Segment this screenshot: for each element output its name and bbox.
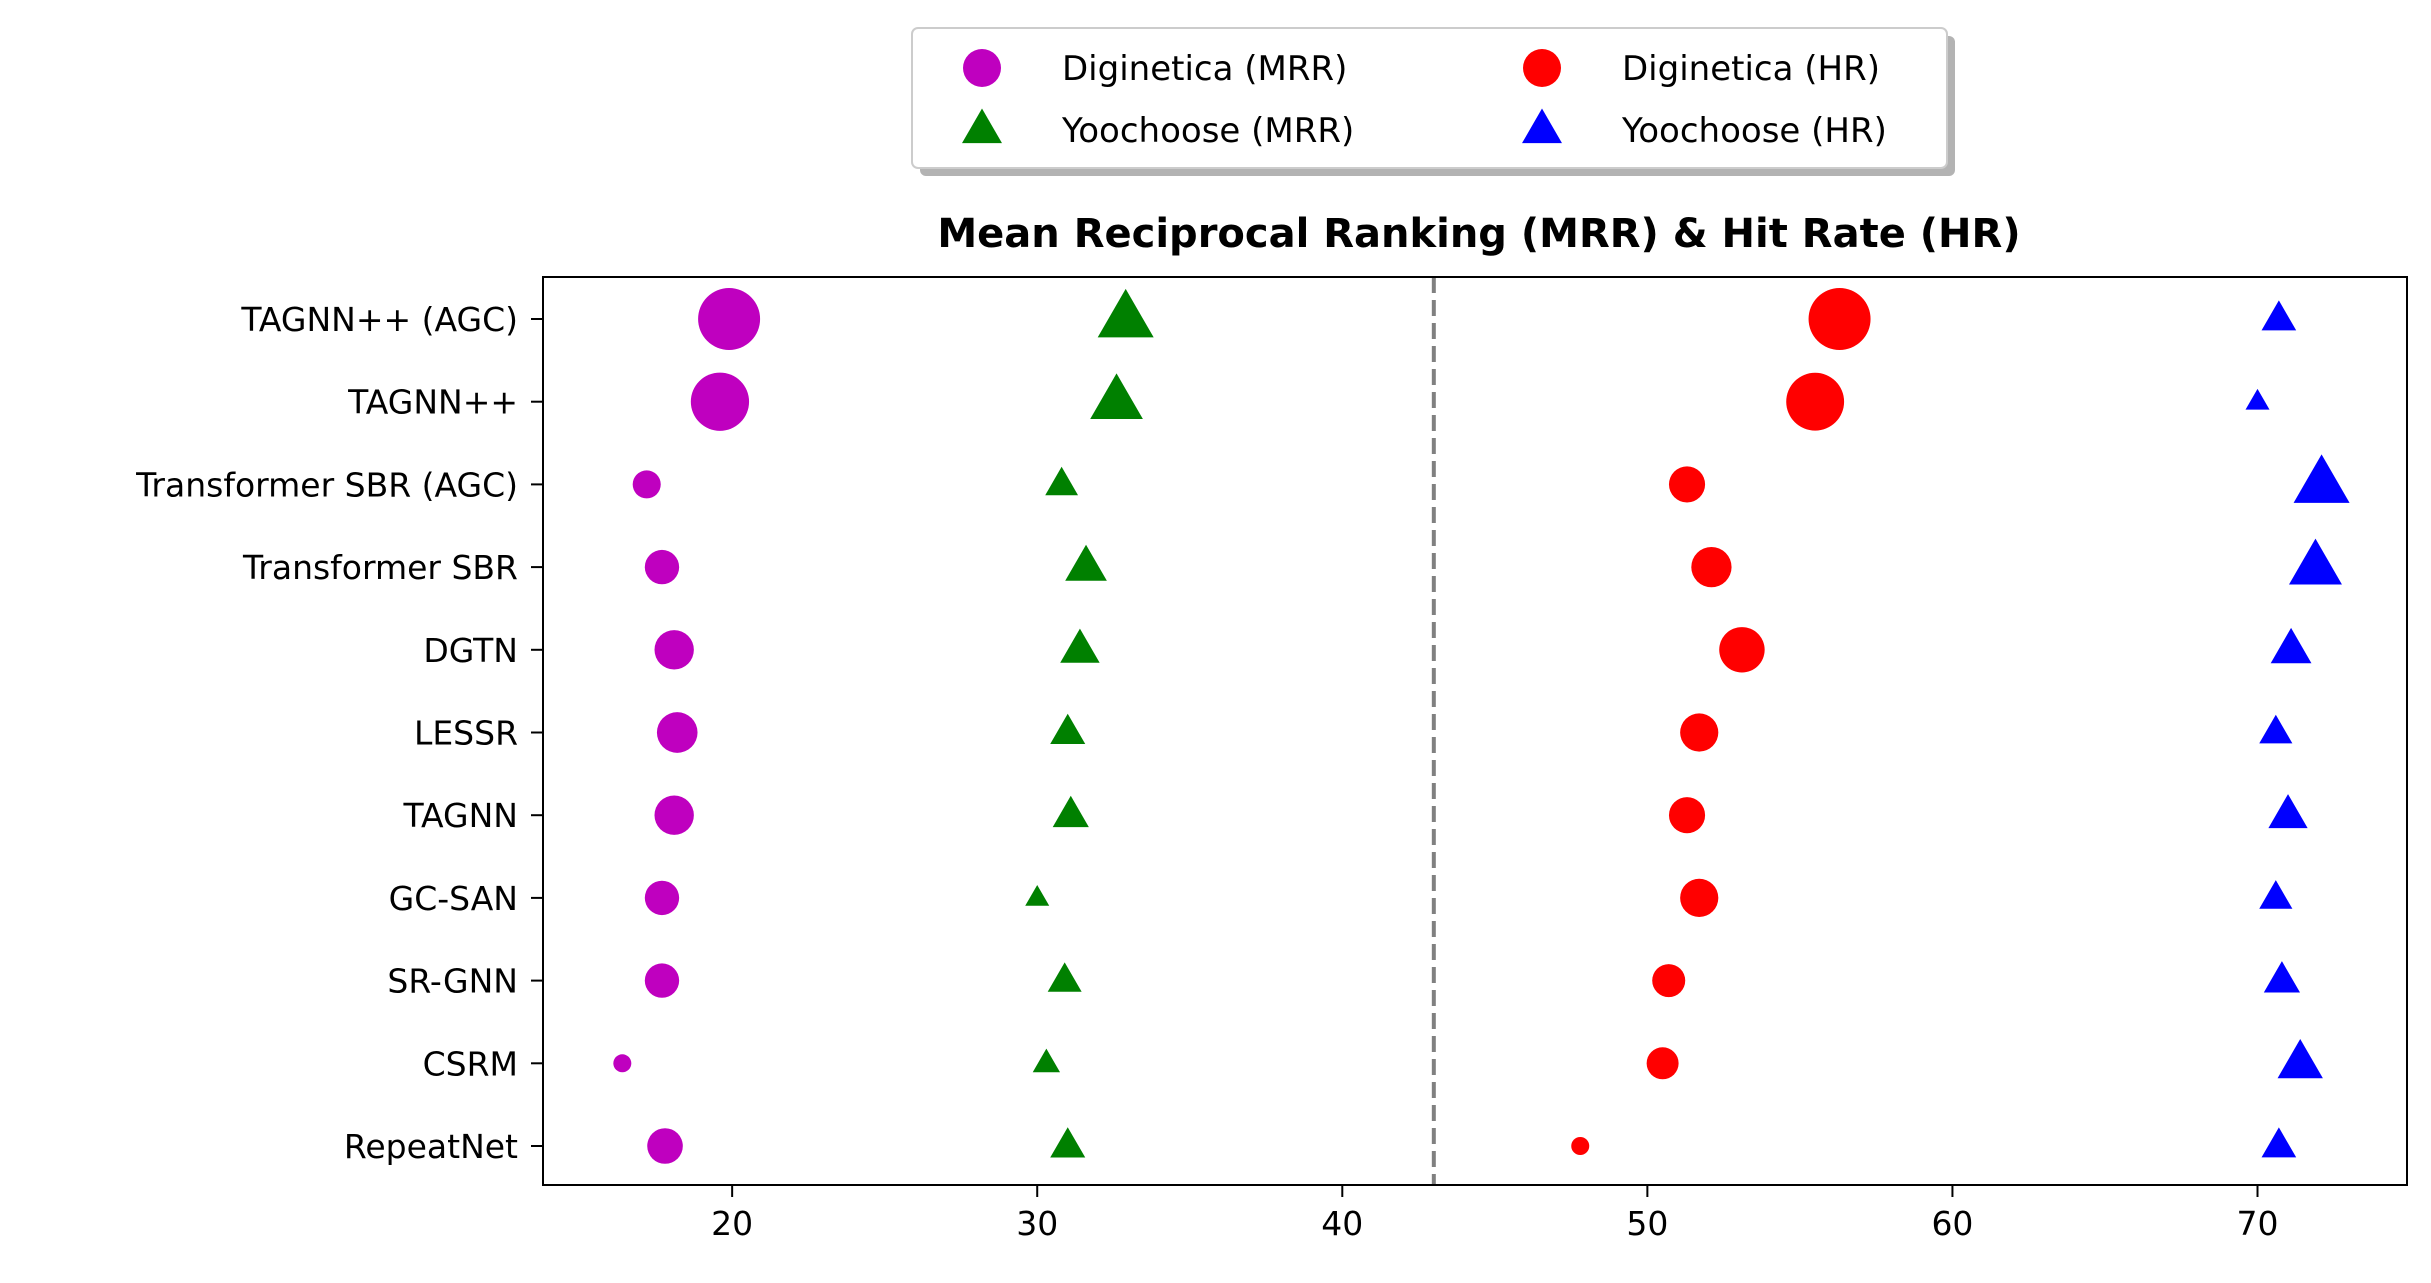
x-tick-label-0: 20 bbox=[711, 1204, 753, 1243]
marker-yoochoose-hr-4 bbox=[2270, 627, 2312, 664]
x-tick-label-3: 50 bbox=[1626, 1204, 1668, 1243]
y-tick-label-10: RepeatNet bbox=[344, 1127, 518, 1166]
marker-diginetica-mrr-2 bbox=[632, 470, 661, 499]
marker-yoochoose-hr-6 bbox=[2268, 794, 2308, 829]
legend-marker-1 bbox=[962, 108, 1002, 144]
marker-yoochoose-mrr-6 bbox=[1052, 795, 1089, 828]
marker-diginetica-mrr-1 bbox=[690, 372, 750, 431]
marker-diginetica-mrr-10 bbox=[647, 1128, 683, 1164]
marker-yoochoose-mrr-7 bbox=[1025, 885, 1050, 906]
marker-diginetica-mrr-9 bbox=[613, 1054, 632, 1073]
marker-diginetica-hr-2 bbox=[1668, 466, 1706, 503]
y-tick-label-4: DGTN bbox=[423, 631, 518, 670]
marker-yoochoose-mrr-1 bbox=[1090, 373, 1143, 420]
y-tick-label-7: GC-SAN bbox=[389, 879, 518, 918]
marker-yoochoose-mrr-10 bbox=[1050, 1127, 1086, 1158]
legend-label-3: Yoochoose (HR) bbox=[1621, 111, 1887, 151]
legend: Diginetica (MRR) Yoochoose (MRR) Diginetic… bbox=[911, 27, 1955, 176]
y-tick-label-8: SR-GNN bbox=[387, 962, 518, 1001]
marker-diginetica-mrr-6 bbox=[654, 795, 694, 835]
y-tick-label-6: TAGNN bbox=[402, 796, 518, 835]
marker-diginetica-mrr-0 bbox=[698, 288, 761, 350]
y-tick-label-2: Transformer SBR (AGC) bbox=[135, 465, 518, 504]
marker-yoochoose-mrr-4 bbox=[1060, 628, 1100, 663]
chart-title: Mean Reciprocal Ranking (MRR) & Hit Rate… bbox=[937, 211, 2020, 257]
marker-yoochoose-mrr-0 bbox=[1097, 288, 1154, 338]
marker-diginetica-mrr-8 bbox=[644, 963, 680, 998]
marker-diginetica-hr-5 bbox=[1680, 713, 1719, 752]
marker-yoochoose-mrr-2 bbox=[1045, 466, 1079, 496]
legend-label-0: Diginetica (MRR) bbox=[1062, 49, 1347, 89]
marker-yoochoose-mrr-3 bbox=[1065, 544, 1107, 581]
x-tick-label-4: 60 bbox=[1931, 1204, 1973, 1243]
x-tick-label-1: 30 bbox=[1016, 1204, 1058, 1243]
legend-label-1: Yoochoose (MRR) bbox=[1061, 111, 1354, 151]
marker-yoochoose-hr-10 bbox=[2261, 1127, 2297, 1158]
marker-diginetica-mrr-5 bbox=[656, 712, 698, 753]
marker-yoochoose-hr-5 bbox=[2259, 714, 2293, 744]
x-tick-label-2: 40 bbox=[1321, 1204, 1363, 1243]
marker-yoochoose-mrr-9 bbox=[1032, 1048, 1061, 1073]
marker-diginetica-hr-4 bbox=[1719, 627, 1765, 673]
marker-diginetica-hr-7 bbox=[1680, 878, 1719, 917]
legend-label-2: Diginetica (HR) bbox=[1622, 49, 1880, 89]
x-tick-label-5: 70 bbox=[2237, 1204, 2279, 1243]
legend-frame bbox=[911, 27, 1948, 169]
marker-yoochoose-hr-9 bbox=[2277, 1038, 2323, 1079]
legend-marker-3 bbox=[1522, 108, 1562, 144]
marker-diginetica-mrr-4 bbox=[654, 630, 694, 670]
marker-diginetica-hr-1 bbox=[1786, 372, 1845, 431]
marker-diginetica-hr-3 bbox=[1691, 546, 1732, 588]
marker-yoochoose-hr-7 bbox=[2259, 880, 2293, 909]
y-tick-label-9: CSRM bbox=[423, 1044, 518, 1083]
marker-yoochoose-hr-1 bbox=[2245, 388, 2270, 410]
marker-yoochoose-hr-8 bbox=[2263, 961, 2301, 993]
marker-diginetica-hr-9 bbox=[1646, 1047, 1679, 1080]
legend-marker-0 bbox=[963, 49, 1001, 87]
marker-diginetica-hr-6 bbox=[1668, 797, 1706, 834]
plot-area: TAGNN++ (AGC) TAGNN++ Transformer SBR (AGC… bbox=[135, 276, 2408, 1243]
marker-yoochoose-hr-3 bbox=[2289, 538, 2342, 585]
y-tick-label-0: TAGNN++ (AGC) bbox=[240, 300, 518, 339]
legend-marker-2 bbox=[1523, 49, 1561, 87]
marker-diginetica-hr-0 bbox=[1808, 288, 1871, 350]
y-tick-label-3: Transformer SBR bbox=[242, 548, 518, 587]
marker-diginetica-mrr-7 bbox=[644, 880, 680, 916]
marker-diginetica-hr-8 bbox=[1652, 964, 1686, 998]
y-tick-label-5: LESSR bbox=[414, 714, 518, 753]
marker-diginetica-hr-10 bbox=[1571, 1137, 1590, 1155]
marker-diginetica-mrr-3 bbox=[644, 549, 680, 585]
marker-yoochoose-hr-0 bbox=[2261, 300, 2297, 331]
marker-yoochoose-mrr-8 bbox=[1047, 962, 1082, 992]
y-tick-label-1: TAGNN++ bbox=[347, 383, 518, 422]
marker-yoochoose-hr-2 bbox=[2293, 454, 2350, 503]
marker-yoochoose-mrr-5 bbox=[1050, 713, 1086, 745]
plot-frame bbox=[542, 276, 2408, 1186]
